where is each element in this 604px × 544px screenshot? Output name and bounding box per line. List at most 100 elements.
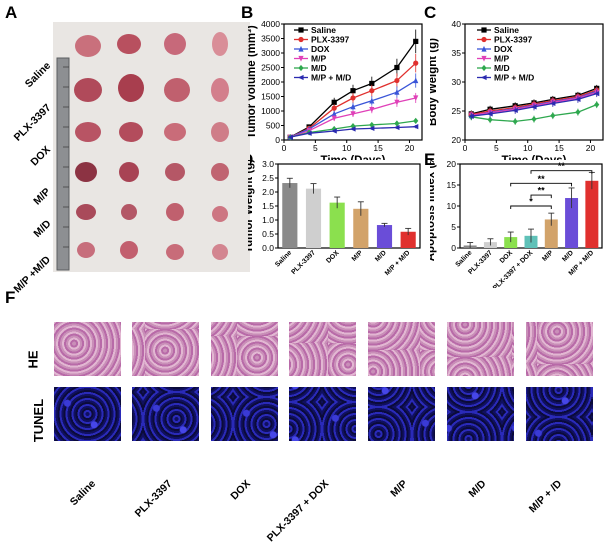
row-label-tunel: TUNEL <box>31 398 47 443</box>
legend-marker <box>298 64 304 72</box>
y-axis-label: Tumor volume (mm³) <box>248 25 258 139</box>
y-tick-label: 15 <box>447 180 457 190</box>
data-point <box>331 99 337 105</box>
chart-d-tumor-weight: 0.0 0.5 1.0 1.5 2.0 2.5 3.0 Tumor Weight (g) Sal… <box>248 160 421 277</box>
category-label: PLX-3397 <box>290 249 317 276</box>
data-point <box>368 125 375 131</box>
legend-label: DOX <box>494 44 513 54</box>
significance-bracket <box>510 182 573 187</box>
category-label: DOX <box>499 249 515 265</box>
y-axis-label: Apoptosis index (%) <box>430 160 437 261</box>
data-point <box>350 122 356 130</box>
x-tick-label: 5 <box>313 143 318 153</box>
legend-marker <box>297 74 304 81</box>
legend-label: Saline <box>494 25 519 35</box>
chart-c-body-weight: 20 25 30 35 40 0 5 10 15 20 Time (Days) Body Weight… <box>430 19 604 160</box>
data-point <box>413 95 419 102</box>
legend-label: M/P + M/D <box>311 73 351 83</box>
y-tick-label: 0 <box>451 243 456 253</box>
data-point <box>468 113 474 119</box>
legend-label: PLX-3397 <box>311 35 350 45</box>
tunel-image-5 <box>447 387 514 441</box>
ruler-ticks <box>63 66 69 248</box>
he-image-2 <box>211 322 278 376</box>
y-tick-label: 20 <box>447 160 457 169</box>
category-label: M/P <box>541 249 555 263</box>
significance-label: ** <box>558 161 566 171</box>
y-tick-label: 0.5 <box>262 229 274 239</box>
data-point <box>594 101 600 108</box>
y-tick-label: 5 <box>451 222 456 232</box>
data-point <box>349 126 356 132</box>
he-image-4 <box>368 322 435 376</box>
data-point <box>350 88 356 94</box>
data-point <box>394 99 400 106</box>
data-point <box>530 104 537 110</box>
row-label-mpmd: M/P +M/D <box>11 253 54 296</box>
legend-marker <box>481 27 487 33</box>
plot-frame <box>277 163 421 249</box>
data-point <box>512 107 518 114</box>
ruler <box>56 57 70 271</box>
y-tick-label: 2000 <box>261 77 280 87</box>
col-label-mp: M/P <box>388 477 411 500</box>
category-label: Saline <box>274 249 293 268</box>
he-image-3 <box>289 322 356 376</box>
data-point <box>549 100 556 107</box>
data-point <box>369 97 375 104</box>
tunel-image-6 <box>526 387 593 441</box>
y-tick-label: 3500 <box>261 34 280 44</box>
y-axis-label: Tumor Weight (g) <box>248 160 255 253</box>
data-point <box>369 106 375 113</box>
data-point <box>393 124 400 131</box>
data-point <box>331 105 337 111</box>
bar <box>282 183 298 248</box>
bar <box>305 188 322 248</box>
category-label: M/D <box>374 249 388 263</box>
data-point <box>331 128 337 134</box>
he-image-5 <box>447 322 514 376</box>
data-point <box>550 112 556 119</box>
x-tick-label: 15 <box>554 143 564 153</box>
data-point <box>369 88 375 94</box>
data-point <box>512 118 518 125</box>
he-image-1 <box>132 322 199 376</box>
x-axis-label: Time (Days) <box>502 155 567 160</box>
x-tick-label: 20 <box>586 143 596 153</box>
significance-bracket <box>530 170 593 174</box>
panel-label-e: E <box>424 150 436 169</box>
row-label-saline: Saline <box>22 59 54 91</box>
y-tick-label: 4000 <box>261 19 280 29</box>
significance-bracket <box>530 194 552 199</box>
data-point <box>394 89 400 95</box>
col-label-plx: PLX-3397 <box>132 477 175 520</box>
legend-marker <box>481 45 487 52</box>
category-label: M/P + M/D <box>384 249 412 277</box>
legend-marker <box>298 27 304 33</box>
data-point <box>369 80 375 87</box>
row-label-mp: M/P <box>31 185 54 208</box>
legend-label: M/D <box>494 63 510 73</box>
y-axis-label: Body Weight (g) <box>430 38 439 126</box>
y-tick-label: 3000 <box>261 48 280 58</box>
tunel-image-2 <box>211 387 278 441</box>
y-tick-label: 2500 <box>261 63 280 73</box>
y-tick-label: 1000 <box>261 106 280 116</box>
y-tick-label: 1.0 <box>262 215 274 225</box>
significance-label: ** <box>538 186 546 196</box>
legend-label: M/P + M/D <box>494 73 534 83</box>
data-point <box>394 120 400 127</box>
col-label-md: M/D <box>466 477 489 500</box>
row-label-plx: PLX-3397 <box>11 101 54 144</box>
bar <box>400 231 416 248</box>
panel-label-b: B <box>241 3 254 22</box>
data-point <box>593 91 600 97</box>
y-tick-label: 40 <box>452 19 462 29</box>
data-point <box>413 60 419 66</box>
x-tick-label: 10 <box>342 143 352 153</box>
y-tick-label: 1500 <box>261 92 280 102</box>
panel-label-f: F <box>5 288 16 307</box>
he-image-6 <box>526 322 593 376</box>
legend-label: M/P <box>311 54 326 64</box>
